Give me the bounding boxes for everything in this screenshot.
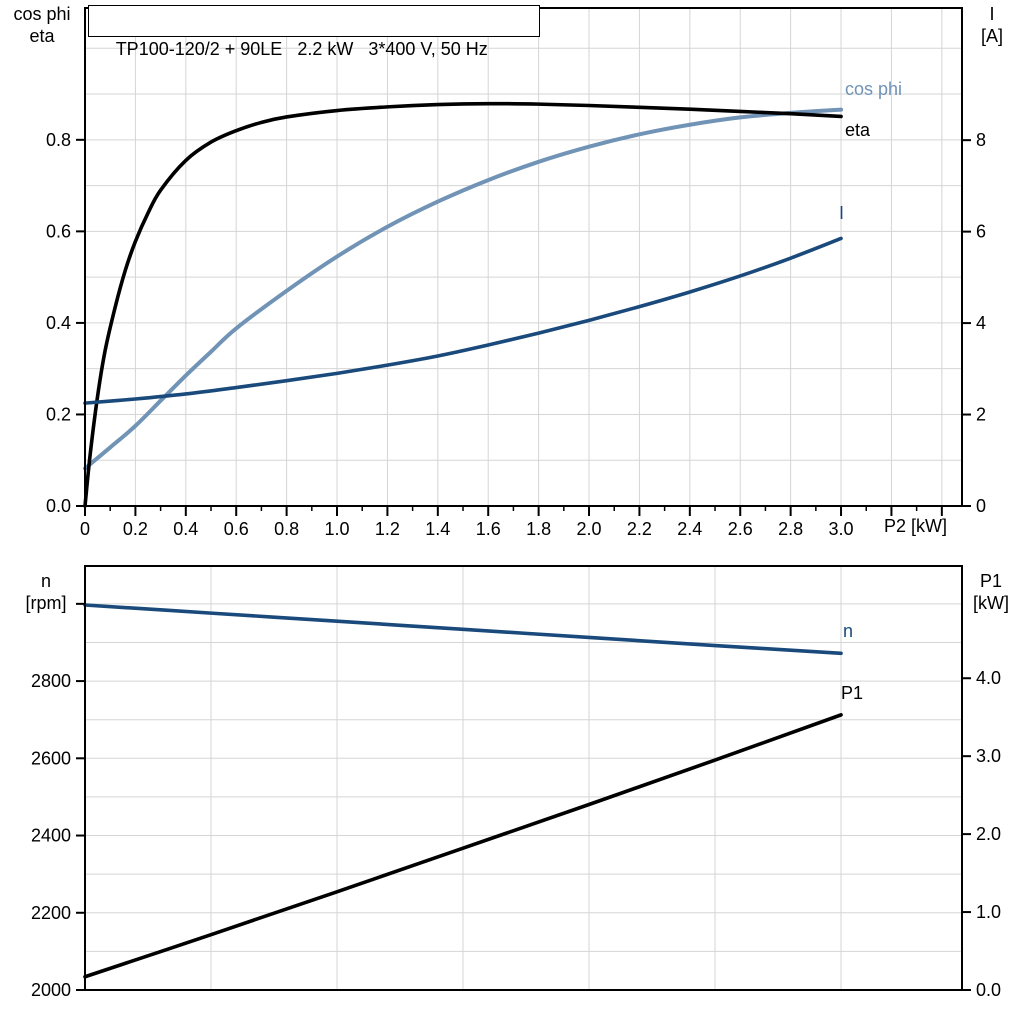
legend-current: I	[839, 203, 845, 223]
x-tick-label: 2.2	[627, 519, 652, 539]
tick-labels: 2000 2200 2400 2600 2800 0.0 1.0 2.0 3.0 4.0	[31, 668, 1001, 1000]
axis-title-cos-phi: cos phi	[13, 4, 71, 24]
y-left-tick-label: 2000	[31, 980, 71, 1000]
ticks	[76, 138, 971, 516]
y-right-tick-label: 3.0	[976, 746, 1001, 766]
chart-title: TP100-120/2 + 90LE 2.2 kW 3*400 V, 50 Hz	[115, 39, 488, 59]
y-right-tick-label: 0	[976, 496, 986, 516]
curve-cos-phi	[83, 107, 844, 471]
x-tick-label: 1.2	[375, 519, 400, 539]
x-tick-label: 1.4	[425, 519, 450, 539]
top-left-axis-title: cos phi eta	[4, 3, 80, 47]
legend-eta: eta	[845, 120, 871, 140]
plot-frame	[84, 7, 963, 507]
y-left-tick-label: 2600	[31, 748, 71, 768]
x-tick-label: 1.6	[476, 519, 501, 539]
y-right-tick-label: 1.0	[976, 902, 1001, 922]
bottom-left-axis-title: n [rpm]	[8, 570, 84, 614]
y-right-tick-label: 2	[976, 405, 986, 425]
y-right-tick-label: 8	[976, 130, 986, 150]
axis-title-eta: eta	[29, 26, 55, 46]
x-tick-label: 0.4	[173, 519, 198, 539]
curve-eta	[83, 101, 843, 508]
x-tick-label: 0.6	[224, 519, 249, 539]
y-left-tick-label: 0.8	[46, 130, 71, 150]
curve-p1	[83, 713, 843, 979]
axis-title-p1-unit: [kW]	[973, 593, 1009, 613]
gridlines	[85, 566, 962, 990]
x-tick-label: 0	[80, 519, 90, 539]
legend-p1: P1	[841, 683, 864, 703]
y-right-tick-label: 6	[976, 222, 986, 242]
axis-title-p1: P1	[979, 571, 1003, 591]
x-tick-label: 1.8	[526, 519, 551, 539]
gridlines	[85, 8, 962, 506]
y-left-tick-label: 0.0	[46, 496, 71, 516]
y-right-tick-label: 0.0	[976, 980, 1001, 1000]
y-right-tick-label: 2.0	[976, 824, 1001, 844]
y-left-tick-label: 0.6	[46, 221, 71, 241]
y-right-tick-label: 4	[976, 313, 986, 333]
x-tick-label: 0.8	[274, 519, 299, 539]
top-chart: 0 0.2 0.4 0.6 0.8 1.0 1.2 1.4 1.6 1.8 2.0 2.2 2.4 2.6…	[46, 7, 986, 539]
y-left-tick-label: 2400	[31, 826, 71, 846]
axis-title-current-unit: [A]	[980, 26, 1003, 46]
x-tick-label: 0.2	[123, 519, 148, 539]
tick-labels: 0 0.2 0.4 0.6 0.8 1.0 1.2 1.4 1.6 1.8 2.0 2.2 2.4 2.6…	[46, 130, 986, 539]
x-tick-label: 1.0	[324, 519, 349, 539]
x-tick-label: 3.0	[829, 519, 854, 539]
x-axis-title: P2 [kW]	[884, 516, 948, 536]
y-left-tick-label: 0.2	[46, 404, 71, 424]
y-left-tick-label: 2800	[31, 671, 71, 691]
bottom-right-axis-title: P1 [kW]	[962, 570, 1020, 614]
legend-n: n	[843, 621, 854, 641]
x-tick-label: 2.0	[577, 519, 602, 539]
axis-title-n-unit: [rpm]	[25, 593, 67, 613]
ticks	[76, 602, 971, 991]
x-tick-label: 2.4	[677, 519, 702, 539]
bottom-chart: 2000 2200 2400 2600 2800 0.0 1.0 2.0 3.0 4.0	[31, 565, 1001, 1000]
legend-cos-phi: cos phi	[845, 79, 903, 99]
y-left-tick-label: 2200	[31, 903, 71, 923]
y-left-tick-label: 0.4	[46, 313, 71, 333]
curve-n	[83, 603, 843, 656]
x-tick-label: 2.6	[728, 519, 753, 539]
axis-title-current: I	[989, 4, 995, 24]
axis-title-n: n	[40, 571, 51, 591]
plot-frame	[84, 565, 963, 991]
top-right-axis-title: I [A]	[968, 3, 1016, 47]
chart-title-box: TP100-120/2 + 90LE 2.2 kW 3*400 V, 50 Hz	[88, 5, 540, 59]
x-tick-label: 2.8	[778, 519, 803, 539]
curve-i	[83, 236, 843, 405]
y-right-tick-label: 4.0	[976, 668, 1001, 688]
